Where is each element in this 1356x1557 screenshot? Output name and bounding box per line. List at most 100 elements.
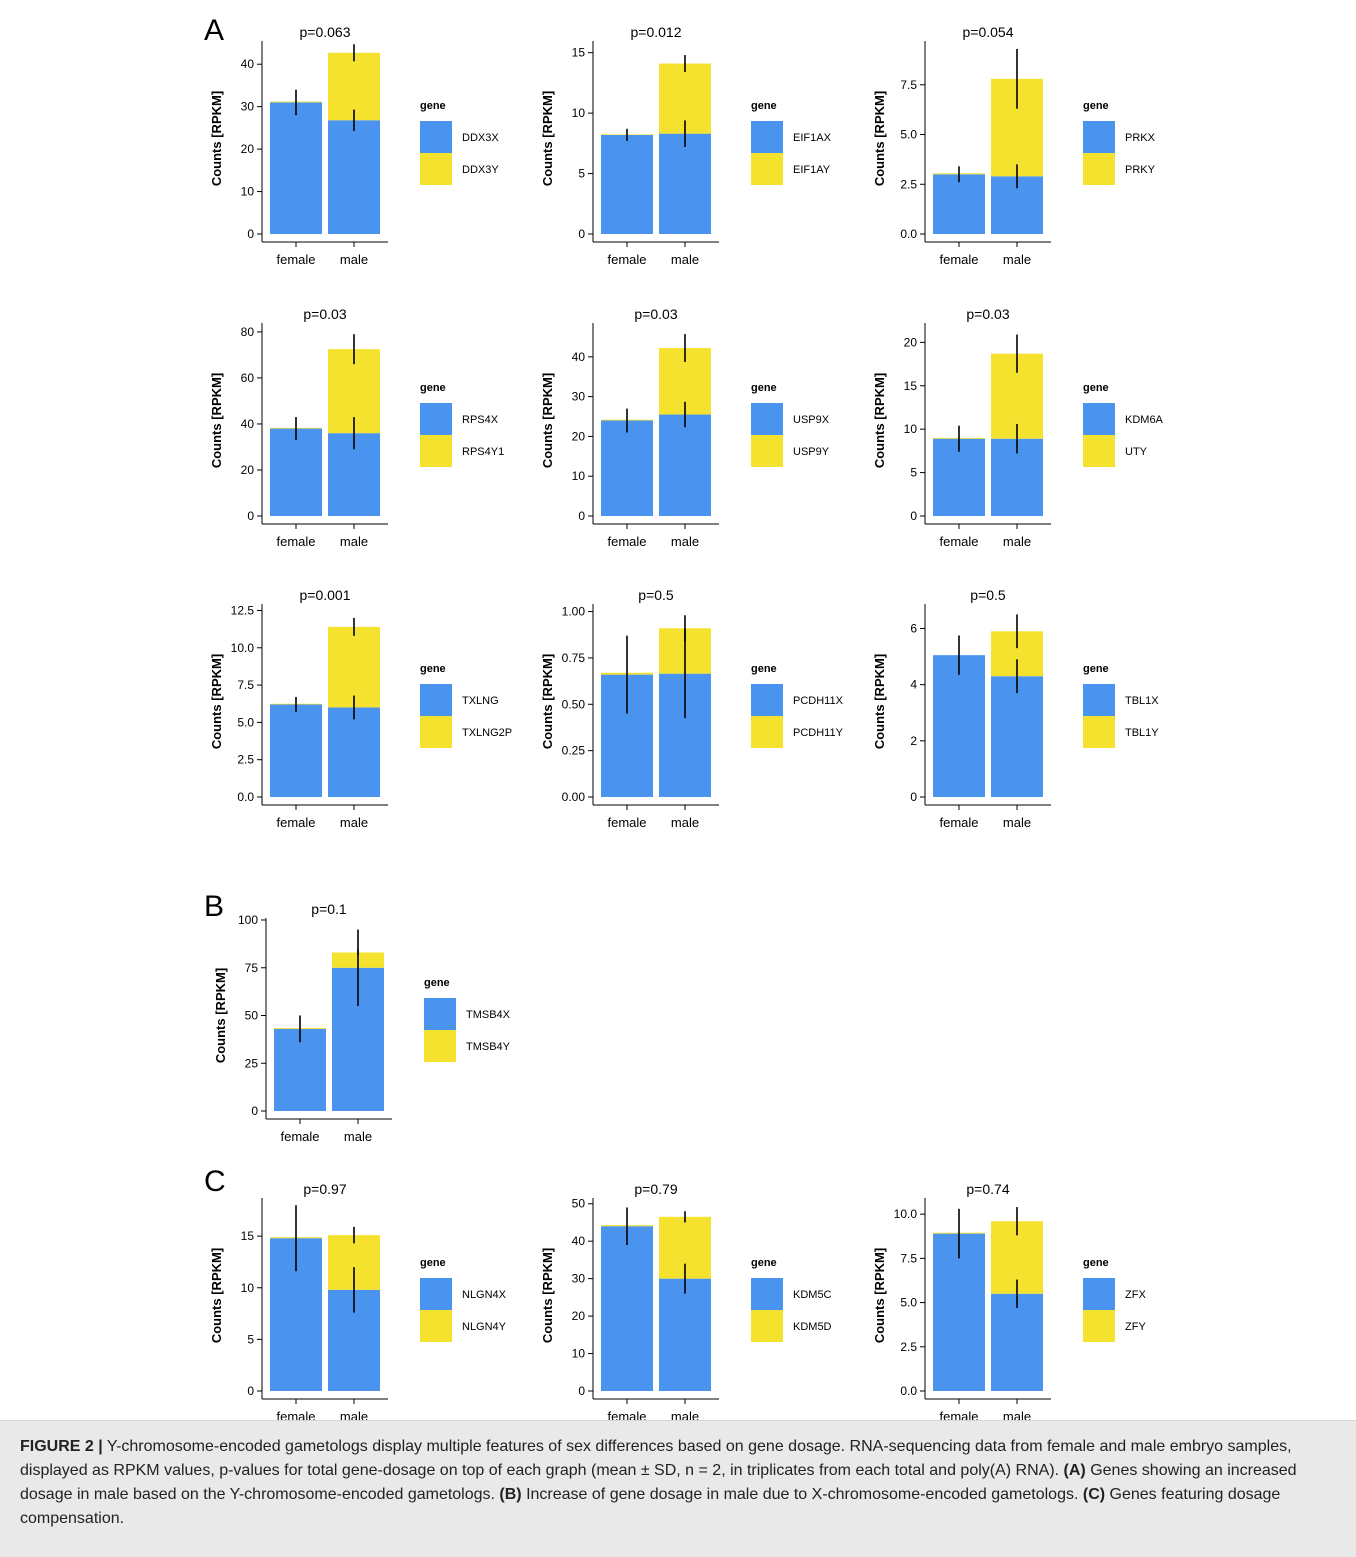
y-tick-label: 6 (910, 621, 917, 635)
bar-TMSB4X-female (274, 1028, 326, 1111)
y-tick-label: 10 (904, 422, 918, 436)
y-tick-label: 25 (245, 1056, 259, 1070)
y-tick-label: 7.5 (900, 1251, 917, 1265)
x-tick-label: female (280, 1129, 319, 1144)
chart-10: p=0.1 Counts [RPKM] 0 25 50 75 100 female male ge… (213, 901, 511, 1144)
y-tick-label: 80 (241, 325, 255, 339)
y-axis-label: Counts [RPKM] (540, 91, 555, 186)
legend-title: gene (751, 663, 777, 675)
x-tick-label: female (607, 815, 646, 830)
y-tick-label: 0.00 (562, 790, 586, 804)
chart-9: p=0.5 Counts [RPKM] 0 2 4 6 female male gene TBL1… (872, 587, 1159, 830)
legend-swatch-TXLNG2P (420, 716, 452, 748)
y-axis-label: Counts [RPKM] (209, 654, 224, 749)
legend-swatch-TMSB4X (424, 998, 456, 1030)
legend-label-EIF1AX: EIF1AX (793, 132, 832, 144)
legend-label-RPS4Y1: RPS4Y1 (462, 446, 504, 458)
legend-label-RPS4X: RPS4X (462, 414, 499, 426)
y-tick-label: 15 (241, 1229, 255, 1243)
x-tick-label: male (671, 252, 699, 267)
legend-label-KDM5D: KDM5D (793, 1321, 832, 1333)
bar-TXLNG2P-male (328, 626, 380, 708)
x-tick-label: male (671, 534, 699, 549)
chart-title: p=0.03 (966, 306, 1009, 322)
figure-caption: FIGURE 2 | Y-chromosome-encoded gametolo… (0, 1420, 1356, 1557)
y-axis-label: Counts [RPKM] (540, 373, 555, 468)
y-tick-label: 10 (572, 106, 586, 120)
y-axis-label: Counts [RPKM] (209, 373, 224, 468)
chart-title: p=0.054 (963, 24, 1014, 40)
bar-DDX3Y-male (328, 52, 380, 121)
y-tick-label: 2 (910, 734, 917, 748)
legend-title: gene (420, 100, 446, 112)
x-tick-label: female (607, 252, 646, 267)
y-tick-label: 7.5 (900, 78, 917, 92)
bar-TBL1X-male (991, 676, 1043, 797)
bar-RPS4X-female (270, 428, 322, 516)
x-tick-label: female (939, 534, 978, 549)
y-tick-label: 100 (238, 913, 258, 927)
chart-2: p=0.012 Counts [RPKM] 0 5 10 15 female male gene… (540, 24, 832, 267)
legend-swatch-TXLNG (420, 684, 452, 716)
legend-swatch-PRKY (1083, 153, 1115, 185)
legend-swatch-PCDH11X (751, 684, 783, 716)
legend-title: gene (751, 1257, 777, 1269)
legend-swatch-RPS4X (420, 403, 452, 435)
y-tick-label: 5.0 (237, 715, 254, 729)
x-tick-label: male (344, 1129, 372, 1144)
legend-title: gene (420, 663, 446, 675)
legend-label-NLGN4Y: NLGN4Y (462, 1321, 507, 1333)
chart-1: p=0.063 Counts [RPKM] 0 10 20 30 40 female male g… (209, 24, 499, 267)
caption-b-text: Increase of gene dosage in male due to X… (521, 1486, 1083, 1503)
legend-label-EIF1AY: EIF1AY (793, 164, 831, 176)
legend-swatch-KDM5D (751, 1310, 783, 1342)
legend-label-PRKX: PRKX (1125, 132, 1156, 144)
x-tick-label: female (276, 815, 315, 830)
bar-TXLNG-male (328, 707, 380, 797)
x-tick-label: male (340, 252, 368, 267)
y-axis-label: Counts [RPKM] (213, 968, 228, 1063)
x-tick-label: female (276, 252, 315, 267)
chart-title: p=0.063 (300, 24, 351, 40)
chart-title: p=0.012 (631, 24, 682, 40)
legend-swatch-TBL1X (1083, 684, 1115, 716)
chart-title: p=0.1 (311, 901, 347, 917)
bar-DDX3X-female (270, 102, 322, 234)
y-tick-label: 10.0 (894, 1207, 918, 1221)
y-tick-label: 5.0 (900, 1296, 917, 1310)
y-tick-label: 2.5 (900, 177, 917, 191)
y-tick-label: 0 (251, 1104, 258, 1118)
x-tick-label: male (671, 815, 699, 830)
y-tick-label: 0 (578, 227, 585, 241)
legend-label-UTY: UTY (1125, 446, 1148, 458)
chart-8: p=0.5 Counts [RPKM] 0.00 0.25 0.50 0.75 1.00 fe… (540, 587, 844, 830)
legend-title: gene (1083, 1257, 1109, 1269)
y-tick-label: 20 (241, 463, 255, 477)
y-tick-label: 0 (247, 1384, 254, 1398)
bar-ZFX-female (933, 1233, 985, 1391)
y-tick-label: 0 (578, 509, 585, 523)
y-tick-label: 5.0 (900, 128, 917, 142)
bar-TBL1X-female (933, 655, 985, 797)
x-tick-label: female (939, 252, 978, 267)
legend-swatch-DDX3Y (420, 153, 452, 185)
legend-title: gene (751, 100, 777, 112)
y-tick-label: 40 (241, 417, 255, 431)
y-tick-label: 5 (910, 466, 917, 480)
y-tick-label: 1.00 (562, 605, 586, 619)
y-tick-label: 40 (572, 350, 586, 364)
y-tick-label: 4 (910, 678, 917, 692)
y-tick-label: 0 (247, 227, 254, 241)
y-tick-label: 7.5 (237, 678, 254, 692)
chart-title: p=0.5 (638, 587, 674, 603)
x-tick-label: male (340, 534, 368, 549)
y-tick-label: 15 (572, 46, 586, 60)
caption-text: FIGURE 2 | Y-chromosome-encoded gametolo… (20, 1435, 1320, 1531)
bar-ZFX-male (991, 1293, 1043, 1391)
caption-c-label: (C) (1082, 1486, 1106, 1503)
y-tick-label: 20 (241, 142, 255, 156)
legend-label-NLGN4X: NLGN4X (462, 1289, 507, 1301)
y-tick-label: 0 (910, 509, 917, 523)
